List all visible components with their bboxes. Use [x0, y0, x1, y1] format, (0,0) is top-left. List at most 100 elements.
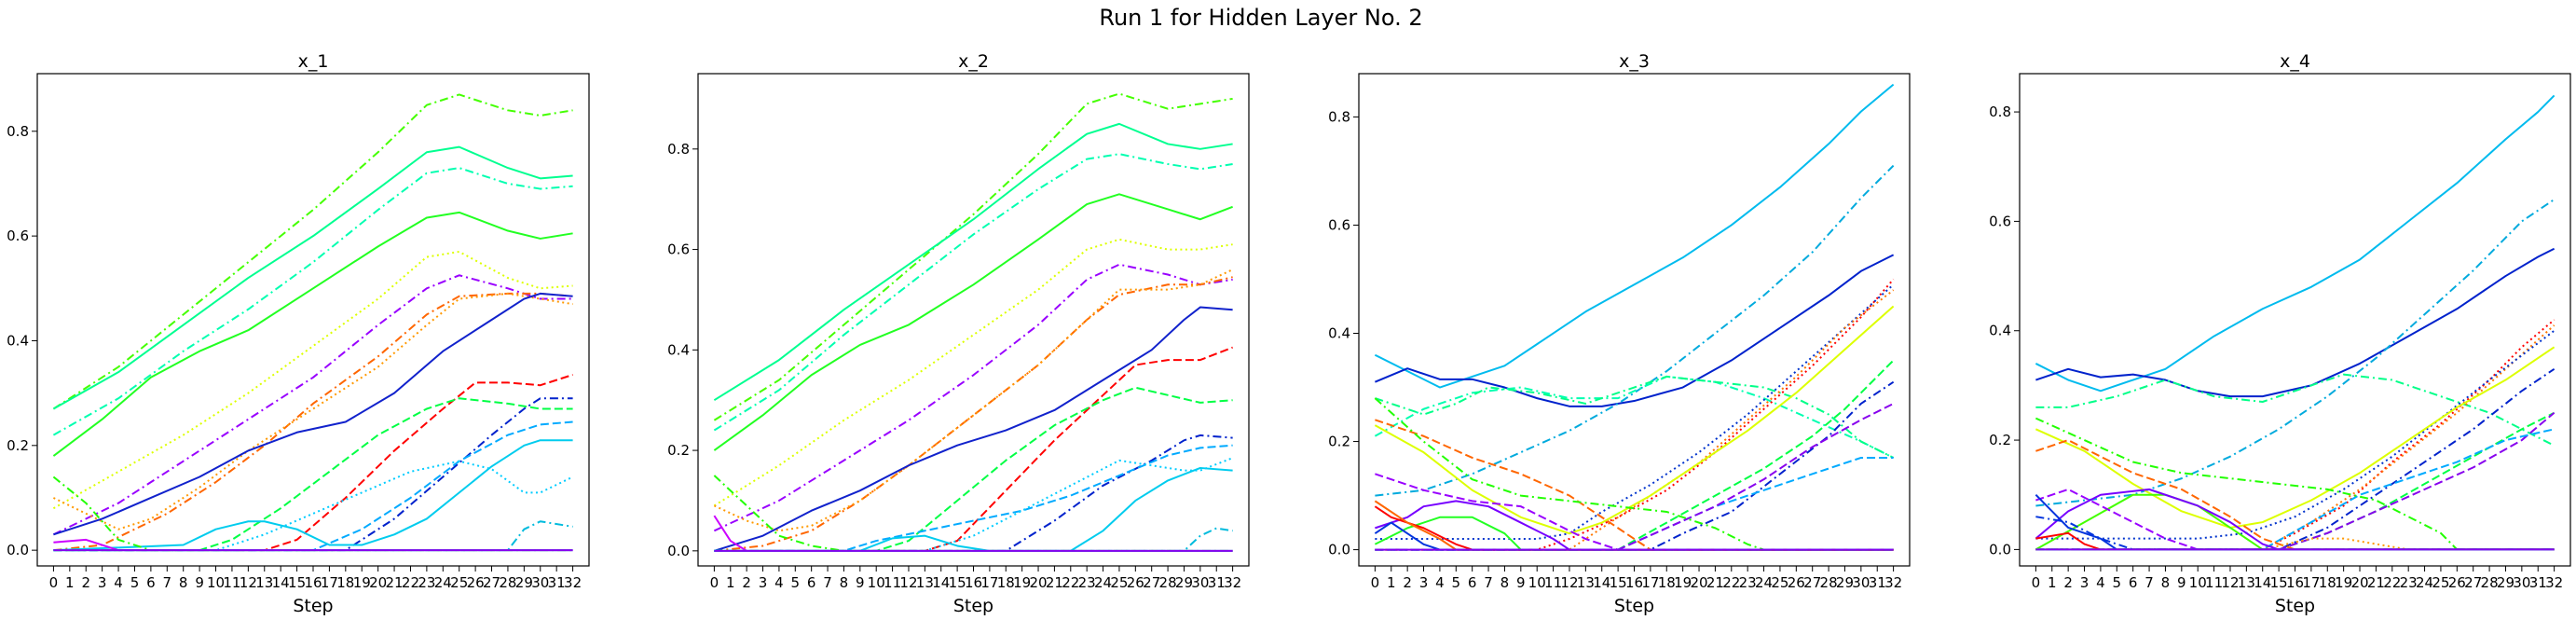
- x-tick-label: 10: [1528, 574, 1546, 591]
- x-tick-label: 26: [467, 574, 485, 591]
- x-axis-label: Step: [2275, 596, 2315, 616]
- x-tick-label: 22: [2383, 574, 2401, 591]
- x-tick-label: 1: [1387, 574, 1396, 591]
- x-axis-label: Step: [1614, 596, 1654, 616]
- x-axis-label: Step: [293, 596, 333, 616]
- series-line-14: [53, 439, 573, 552]
- x-tick-label: 17: [2302, 574, 2320, 591]
- x-tick-label: 27: [1803, 574, 1821, 591]
- x-tick-label: 32: [1224, 574, 1241, 591]
- series-line-7: [1375, 283, 1895, 540]
- series-line-11: [714, 386, 1233, 552]
- x-tick-label: 10: [868, 574, 885, 591]
- series-line-3: [52, 167, 573, 436]
- x-tick-label: 32: [564, 574, 582, 591]
- series-line-15: [53, 460, 574, 552]
- x-tick-label: 11: [2205, 574, 2223, 591]
- series-line-17: [52, 475, 573, 552]
- x-tick-label: 28: [1820, 574, 1838, 591]
- x-tick-label: 12: [2221, 574, 2239, 591]
- x-tick-label: 20: [2350, 574, 2368, 591]
- series-line-17: [2035, 488, 2555, 551]
- y-tick-label: 0.0: [1328, 542, 1350, 558]
- x-tick-label: 29: [1175, 574, 1193, 591]
- subplot-2: 0 1 2 3 4 5 6 7 8 9 101112131415161718192021222324…: [667, 51, 1250, 616]
- x-tick-label: 22: [402, 574, 419, 591]
- x-tick-label: 10: [2189, 574, 2207, 591]
- x-tick-label: 4: [1435, 574, 1445, 591]
- x-tick-label: 1: [726, 574, 735, 591]
- series-line-5: [52, 250, 573, 510]
- x-tick-label: 19: [1013, 574, 1031, 591]
- x-tick-label: 14: [272, 574, 290, 591]
- x-tick-label: 19: [2335, 574, 2352, 591]
- x-tick-label: 19: [1674, 574, 1692, 591]
- subplot-3: 0 1 2 3 4 5 6 7 8 9 101112131415161718192021222324…: [1328, 51, 1911, 616]
- x-tick-label: 32: [1884, 574, 1902, 591]
- x-tick-label: 5: [2113, 574, 2122, 591]
- x-axis-label: Step: [953, 596, 993, 616]
- series-group: [1374, 83, 1895, 551]
- x-tick-label: 23: [1078, 574, 1096, 591]
- series-line-3: [1375, 164, 1895, 497]
- y-tick-label: 0.6: [1989, 213, 2011, 229]
- x-tick-label: 2: [742, 574, 751, 591]
- series-line-10: [714, 346, 1233, 552]
- x-tick-label: 11: [884, 574, 901, 591]
- x-tick-label: 18: [1658, 574, 1676, 591]
- x-tick-label: 23: [418, 574, 435, 591]
- series-line-2: [2035, 247, 2555, 398]
- y-tick-label: 0.0: [667, 543, 690, 559]
- series-line-15: [714, 457, 1233, 552]
- x-tick-label: 9: [856, 574, 865, 591]
- series-group: [713, 92, 1234, 552]
- x-tick-label: 24: [434, 574, 452, 591]
- x-tick-label: 3: [759, 574, 768, 591]
- y-tick-label: 0.4: [1328, 325, 1350, 342]
- series-line-11: [53, 397, 573, 552]
- series-line-4: [2035, 373, 2555, 447]
- series-line-5: [713, 238, 1233, 507]
- series-group: [2035, 94, 2555, 551]
- series-line-2: [52, 145, 573, 410]
- series-line-2: [1374, 254, 1895, 407]
- x-tick-label: 20: [1690, 574, 1707, 591]
- x-tick-label: 16: [1625, 574, 1643, 591]
- x-tick-label: 23: [1739, 574, 1757, 591]
- x-tick-label: 19: [353, 574, 371, 591]
- x-tick-label: 11: [223, 574, 240, 591]
- x-tick-label: 0: [1371, 574, 1380, 591]
- x-tick-label: 14: [2254, 574, 2271, 591]
- x-tick-label: 18: [336, 574, 354, 591]
- x-tick-label: 30: [1852, 574, 1870, 591]
- x-tick-label: 16: [304, 574, 322, 591]
- y-tick-label: 0.0: [1989, 541, 2011, 558]
- x-tick-label: 26: [2448, 574, 2466, 591]
- x-tick-label: 20: [369, 574, 387, 591]
- x-tick-label: 8: [2161, 574, 2171, 591]
- x-tick-label: 18: [2319, 574, 2336, 591]
- x-tick-label: 31: [2529, 574, 2547, 591]
- subplots: 0 1 2 3 4 5 6 7 8 9 101112131415161718192021222324…: [7, 51, 2571, 616]
- series-line-5: [1375, 375, 1895, 459]
- x-tick-label: 22: [1722, 574, 1740, 591]
- series-line-1: [52, 93, 573, 410]
- x-tick-label: 11: [1544, 574, 1562, 591]
- x-tick-label: 7: [1484, 574, 1493, 591]
- x-tick-label: 25: [1771, 574, 1788, 591]
- y-tick-label: 0.4: [1989, 323, 2011, 339]
- x-tick-label: 2: [1403, 574, 1412, 591]
- y-tick-label: 0.8: [1989, 103, 2011, 120]
- x-tick-label: 17: [980, 574, 998, 591]
- x-tick-label: 29: [2497, 574, 2514, 591]
- x-tick-label: 29: [1836, 574, 1854, 591]
- x-tick-label: 5: [130, 574, 140, 591]
- x-tick-label: 0: [710, 574, 719, 591]
- series-line-6: [52, 274, 573, 536]
- x-tick-label: 21: [2367, 574, 2385, 591]
- x-tick-label: 17: [321, 574, 338, 591]
- series-line-9: [1374, 305, 1895, 535]
- x-tick-label: 3: [1419, 574, 1429, 591]
- series-line-1: [2035, 94, 2555, 393]
- series-line-9: [53, 292, 573, 536]
